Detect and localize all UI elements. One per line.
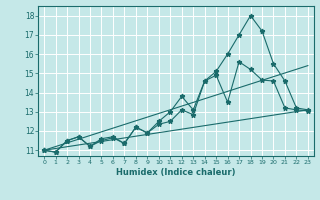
X-axis label: Humidex (Indice chaleur): Humidex (Indice chaleur) bbox=[116, 168, 236, 177]
